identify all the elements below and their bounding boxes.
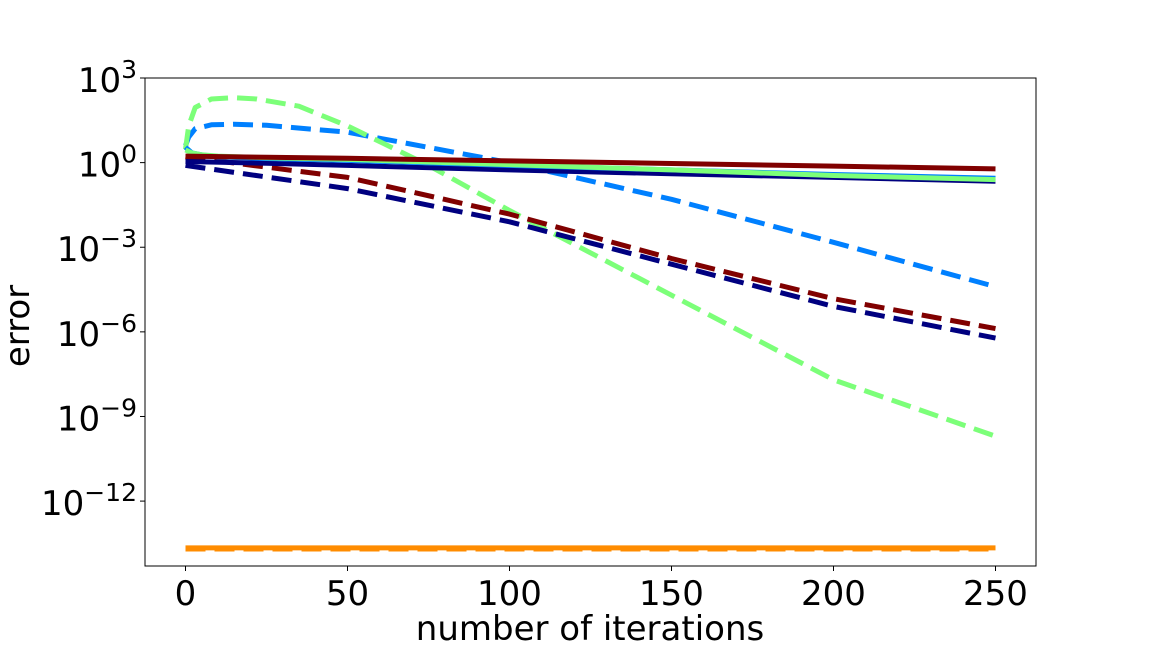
x-axis-label: number of iterations (416, 609, 764, 648)
tick-layer: 0 50 100 150 200 250 103 100 10−3 10−6 10−9 10−12 (41, 55, 1028, 614)
x-tick-label-1: 50 (326, 574, 369, 614)
series-line-9 (185, 153, 996, 172)
x-tick-label-3: 150 (639, 574, 704, 614)
y-tick-label-2: 10−3 (57, 224, 137, 270)
y-tick-label-0: 103 (78, 55, 137, 101)
x-tick-label-0: 0 (175, 574, 197, 614)
series-line-5 (185, 162, 996, 341)
plot-area-frame (144, 77, 1037, 567)
y-axis-label: error (0, 285, 38, 367)
x-tick-label-2: 100 (477, 574, 542, 614)
series-layer (183, 95, 997, 552)
series-line-2 (183, 121, 997, 290)
x-tick-label-4: 200 (801, 574, 866, 614)
y-tick-label-4: 10−9 (57, 393, 137, 439)
series-line-4 (185, 154, 996, 332)
y-tick-label-1: 100 (78, 140, 137, 186)
y-tick-label-3: 10−6 (57, 309, 137, 355)
x-tick-label-5: 250 (963, 574, 1028, 614)
series-line-3 (183, 95, 997, 439)
y-tick-label-5: 10−12 (41, 478, 137, 524)
